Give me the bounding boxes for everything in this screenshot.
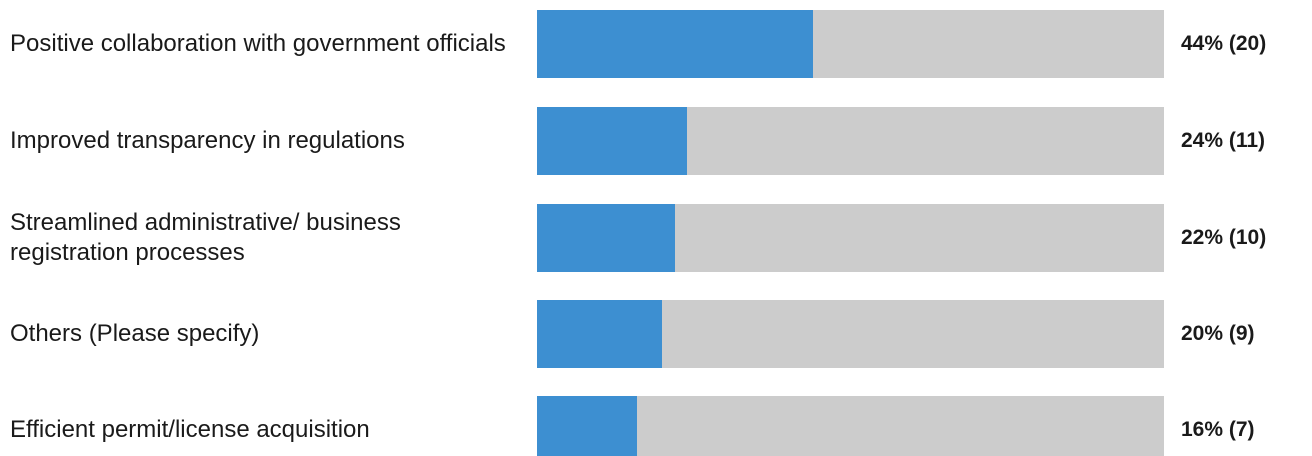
bar-row: Others (Please specify) 20% (9) [0,300,1312,368]
bar-fill [537,300,662,368]
value-label: 44% (20) [1181,32,1267,55]
bar-fill [537,204,675,272]
value-label: 24% (11) [1181,129,1266,152]
category-label: Positive collaboration with government o… [10,30,506,57]
category-label: Improved transparency in regulations [10,127,405,154]
bar-row: Positive collaboration with government o… [0,10,1312,78]
bar-row: Efficient permit/license acquisition 16% … [0,396,1312,456]
bar-track [537,10,1164,78]
bar-row: Improved transparency in regulations 24% … [0,107,1312,175]
value-label: 22% (10) [1181,226,1267,249]
bar-fill [537,396,637,456]
category-label: Others (Please specify) [10,320,260,347]
bar-row: Streamlined administrative/ business reg… [0,204,1312,272]
bar-fill [537,107,687,175]
bar-track [537,204,1164,272]
category-label: Efficient permit/license acquisition [10,416,370,443]
value-label: 20% (9) [1181,322,1255,345]
bar-track [537,300,1164,368]
category-label: Streamlined administrative/ business reg… [10,209,401,266]
bar-track [537,107,1164,175]
bar-track [537,396,1164,456]
bar-fill [537,10,813,78]
value-label: 16% (7) [1181,418,1255,441]
